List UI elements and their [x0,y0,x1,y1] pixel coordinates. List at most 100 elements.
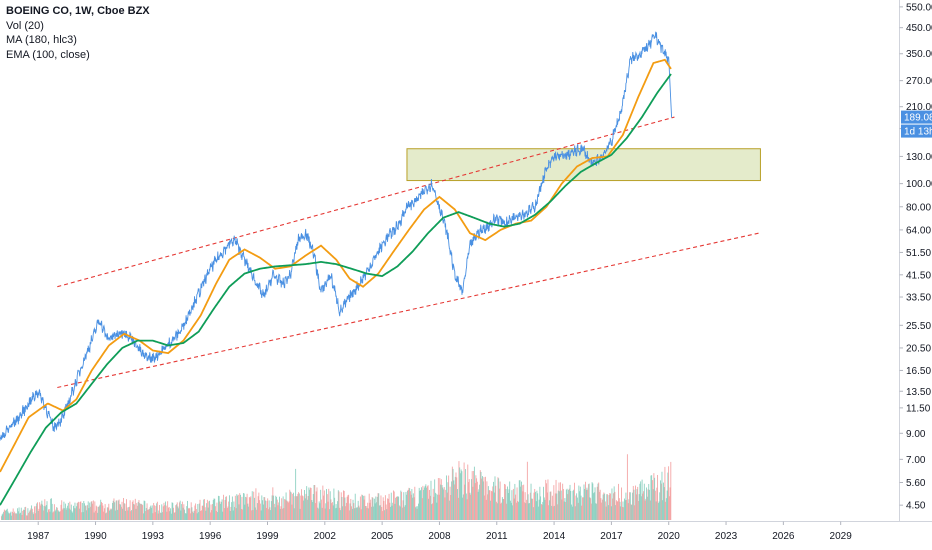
volume-bar [543,486,544,520]
volume-bar [167,507,169,520]
price-tick-label: 80.00 [906,202,931,213]
volume-bar [665,498,667,520]
volume-bar [433,496,435,520]
volume-bar [657,474,659,520]
volume-bar [190,513,191,520]
volume-bar [551,495,553,520]
volume-bar [463,462,465,520]
volume-bar [337,490,339,520]
volume-bar [279,496,280,520]
volume-bar [306,486,308,520]
volume-bar [532,507,534,520]
volume-bar [373,506,375,520]
volume-bar [132,500,134,520]
volume-bar [524,492,526,520]
volume-bar [489,490,491,520]
volume-bar [484,476,486,520]
volume-bar [593,493,595,520]
volume-bar [282,496,284,520]
indicator-ma[interactable]: MA (180, hlc3) [6,34,77,46]
volume-bar [209,512,211,520]
volume-bar [579,486,581,520]
volume-bar [343,490,344,520]
volume-bar [398,505,400,520]
volume-bar [633,489,635,520]
volume-bar [443,487,445,520]
volume-bar [206,499,208,520]
volume-bar [147,509,149,520]
volume-bar [289,489,291,520]
volume-bar [276,497,277,520]
volume-bar [10,511,12,520]
symbol-title[interactable]: BOEING CO, 1W, Cboe BZX [6,5,150,17]
volume-bar [576,497,578,520]
volume-bar [381,511,383,520]
volume-bar [329,509,330,520]
volume-bar [28,511,30,520]
time-tick-label: 2017 [600,531,623,542]
volume-bar [596,486,598,520]
volume-bar [220,503,222,520]
volume-bar [621,487,622,520]
volume-bar [298,492,300,520]
volume-bar [507,492,509,520]
volume-bar [314,485,316,520]
volume-bar [481,478,483,520]
volume-bar [102,505,104,520]
indicator-volume[interactable]: Vol (20) [6,19,44,32]
volume-bar [158,510,160,520]
volume-bar [316,487,318,520]
volume-bar [163,502,165,520]
price-tick-label: 13.50 [906,387,931,398]
volume-bar [346,496,348,520]
volume-bar [315,503,316,520]
volume-bar [546,492,548,520]
volume-bar [551,505,553,520]
volume-bar [539,486,541,520]
volume-bar [482,476,483,520]
volume-bar [423,487,425,520]
volume-bar [284,499,286,520]
price-tick-label: 25.50 [906,321,931,332]
volume-bar [474,483,476,520]
volume-bar [4,510,6,520]
volume-bar [373,498,375,520]
volume-bar [160,512,162,520]
volume-bar [123,503,125,520]
volume-bar [81,502,83,520]
volume-bar [128,506,130,520]
volume-bar [70,509,71,520]
time-axis[interactable]: 1987 1990 1993 1996 1999 2002 2005 2008 2011 2014… [0,521,932,543]
volume-bar [137,501,139,520]
volume-bar [297,493,299,520]
volume-bar [121,501,123,520]
volume-bar [159,512,161,520]
volume-bar [536,490,538,520]
volume-bar [242,493,244,520]
volume-bar [212,504,213,520]
volume-bar [283,508,285,520]
volume-bar [324,508,326,520]
volume-bar [206,503,208,520]
volume-bar [587,484,589,520]
volume-bar [195,503,197,520]
volume-bar [478,489,480,520]
volume-bar [393,491,395,520]
volume-bar [301,495,303,520]
volume-bar [248,506,250,520]
volume-bar [66,507,68,520]
volume-bar [287,501,288,520]
volume-bar [644,500,646,520]
price-axis[interactable]: 4.50 5.60 7.00 9.00 11.50 13.50 16.50 20.50 25.5… [899,0,932,521]
volume-bar [422,485,424,520]
volume-bar [668,496,670,520]
volume-bar [617,501,619,520]
indicator-ema[interactable]: EMA (100, close) [6,48,90,61]
price-tick-label: 41.50 [906,270,931,281]
volume-bar [122,508,124,520]
volume-bar [105,513,107,520]
volume-bar [517,501,519,520]
volume-bar [272,487,274,520]
volume-bar [440,479,442,520]
